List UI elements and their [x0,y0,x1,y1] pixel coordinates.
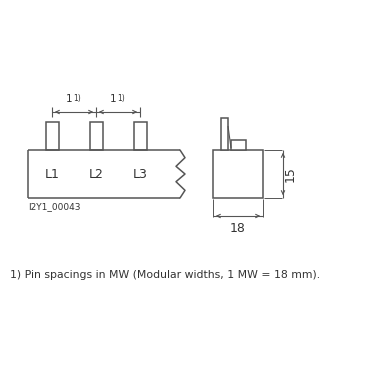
Bar [90,122,103,150]
Text: 1: 1 [109,94,116,104]
Text: 1): 1) [117,94,125,103]
Text: L2: L2 [89,167,104,181]
Bar [46,122,59,150]
Text: 18: 18 [230,222,246,235]
Text: 1: 1 [65,94,72,104]
Text: 15: 15 [283,166,296,182]
Text: 1): 1) [73,94,81,103]
Text: L3: L3 [132,167,147,181]
Bar [221,118,228,150]
Bar [134,122,147,150]
Text: L1: L1 [45,167,59,181]
Text: 1) Pin spacings in MW (Modular widths, 1 MW = 18 mm).: 1) Pin spacings in MW (Modular widths, 1… [10,270,320,280]
Bar [213,150,263,198]
Bar [231,140,246,150]
Text: I2Y1_00043: I2Y1_00043 [28,202,80,211]
